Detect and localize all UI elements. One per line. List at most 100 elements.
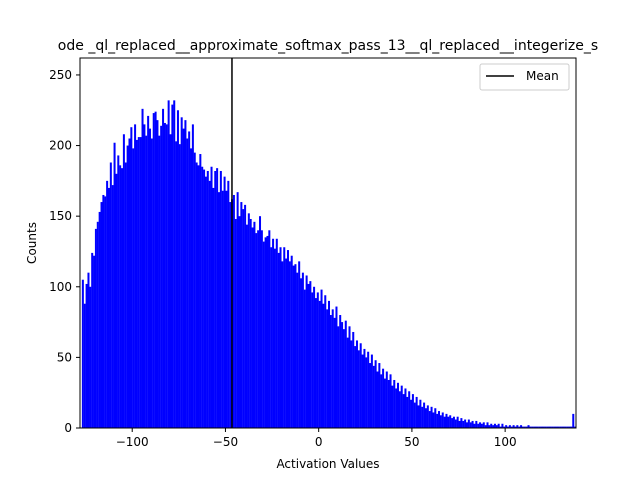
histogram-bar [182, 128, 185, 429]
histogram-bar [452, 416, 455, 428]
histogram-bar [387, 379, 390, 428]
y-tick-label: 0 [64, 421, 72, 435]
histogram-bar [160, 125, 163, 428]
histogram-bar [534, 426, 537, 428]
histogram-bar [266, 235, 269, 428]
histogram-bar [572, 413, 575, 428]
histogram-bar [245, 224, 248, 428]
histogram-bar [130, 127, 133, 428]
histogram-bar [115, 173, 118, 428]
histogram-bar [122, 134, 125, 428]
histogram-bar [244, 204, 247, 428]
histogram-bar [346, 337, 349, 428]
histogram-bar [566, 426, 569, 428]
y-tick-label: 250 [49, 68, 72, 82]
histogram-bar [357, 350, 360, 428]
histogram-bar [152, 113, 155, 428]
histogram-bar [561, 426, 564, 428]
histogram-bar [337, 326, 340, 428]
histogram-bar [128, 138, 131, 428]
histogram-bar [380, 374, 383, 428]
histogram-bar [113, 142, 116, 429]
histogram-bar [285, 258, 288, 428]
histogram-bar [121, 168, 124, 428]
histogram-bar [557, 426, 560, 428]
histogram-bar [449, 415, 452, 428]
y-axis-label: Counts [25, 222, 39, 264]
histogram-bar [383, 378, 386, 428]
histogram-bar [479, 422, 482, 428]
histogram-bar [195, 162, 198, 428]
histogram-bar [171, 104, 174, 428]
histogram-bar [173, 100, 176, 429]
histogram-bar [139, 137, 142, 428]
histogram-bar [341, 322, 344, 428]
histogram-bar [150, 138, 153, 428]
histogram-bar [279, 247, 282, 428]
histogram-bar [432, 412, 435, 428]
histogram-bar [424, 408, 427, 428]
histogram-bar [208, 180, 211, 428]
histogram-bar [538, 426, 541, 428]
histogram-bar [262, 241, 265, 428]
x-tick-label: 0 [315, 435, 323, 449]
histogram-bar [255, 233, 258, 428]
histogram-bar [191, 124, 194, 429]
x-tick-label: −50 [213, 435, 238, 449]
histogram-bar [286, 250, 289, 428]
histogram-bar [460, 418, 463, 428]
histogram-bar [240, 202, 243, 428]
histogram-bar [313, 286, 316, 428]
histogram-bar [467, 419, 470, 428]
histogram-bar [288, 261, 291, 428]
histogram-bar [210, 166, 213, 429]
histogram-bar [303, 289, 306, 428]
histogram-bar [301, 272, 304, 428]
histogram-bar [204, 176, 207, 428]
histogram-bar [521, 426, 524, 428]
histogram-bar [434, 408, 437, 428]
histogram-bar [391, 385, 394, 428]
histogram-bar [441, 412, 444, 428]
histogram-bar [465, 422, 468, 428]
legend-box [479, 63, 570, 91]
histogram-bar [562, 426, 565, 428]
histogram-bar [559, 426, 562, 428]
histogram-bar [143, 124, 146, 429]
histogram-bar [219, 170, 222, 429]
histogram-bar [197, 165, 200, 428]
histogram-bar [93, 255, 96, 428]
histogram-bar [374, 360, 377, 428]
histogram-bar [503, 426, 506, 428]
histogram-bar [462, 420, 465, 428]
histogram-bar [510, 426, 513, 428]
histogram-bar [320, 289, 323, 428]
histogram-bar [236, 192, 239, 428]
histogram-bar [193, 152, 196, 428]
y-axis-ticks: 0 50 100 150 200 250 [49, 68, 80, 435]
histogram-bar [395, 388, 398, 428]
histogram-bar [376, 371, 379, 428]
histogram-bar [393, 379, 396, 428]
histogram-bar [413, 402, 416, 428]
histogram-bar [87, 272, 90, 428]
histogram-bar [477, 423, 480, 428]
histogram-bar [570, 426, 573, 428]
histogram-bar [328, 300, 331, 428]
histogram-bar [529, 426, 532, 428]
histogram-bar [495, 425, 498, 428]
histogram-bar [342, 329, 345, 428]
histogram-bar [167, 100, 170, 429]
histogram-bar [469, 422, 472, 428]
y-tick-label: 200 [49, 139, 72, 153]
histogram-bar [555, 426, 558, 428]
histogram-bar [273, 248, 276, 428]
histogram-bar [326, 309, 329, 428]
histogram-bar [549, 426, 552, 428]
histogram-bar [518, 426, 521, 428]
histogram-bar [378, 363, 381, 428]
histogram-bar [111, 185, 114, 428]
histogram-bar [410, 399, 413, 428]
histogram-bar [318, 300, 321, 428]
